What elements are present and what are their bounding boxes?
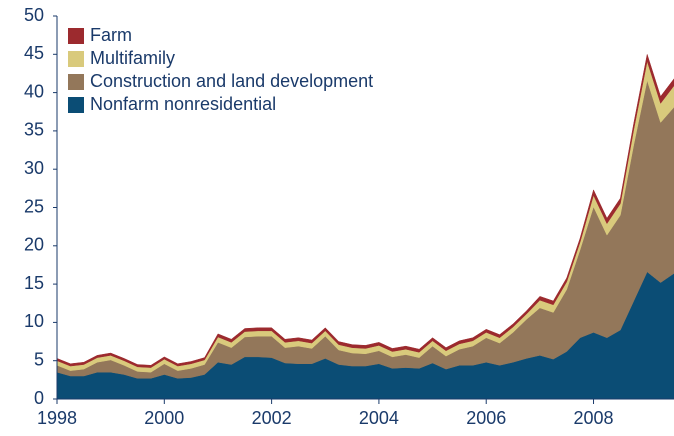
y-tick-label: 0 xyxy=(34,388,44,408)
x-tick-label: 1998 xyxy=(37,408,77,428)
y-tick-label: 25 xyxy=(24,196,44,216)
legend-label: Farm xyxy=(90,25,132,45)
legend-swatch xyxy=(68,51,84,67)
area xyxy=(56,79,674,379)
y-tick-label: 50 xyxy=(24,5,44,25)
y-tick-label: 20 xyxy=(24,235,44,255)
legend-label: Multifamily xyxy=(90,48,175,68)
x-tick-label: 2004 xyxy=(359,408,399,428)
x-tick-label: 2006 xyxy=(466,408,506,428)
y-tick-label: 10 xyxy=(24,311,44,331)
y-tick-label: 40 xyxy=(24,81,44,101)
legend-swatch xyxy=(68,28,84,44)
legend-swatch xyxy=(68,97,84,113)
y-tick-label: 35 xyxy=(24,120,44,140)
area xyxy=(56,54,674,368)
x-tick-label: 2008 xyxy=(573,408,613,428)
legend-swatch xyxy=(68,74,84,90)
x-tick-label: 2002 xyxy=(252,408,292,428)
x-tick-label: 2000 xyxy=(144,408,184,428)
legend-label: Construction and land development xyxy=(90,71,373,91)
y-tick-label: 30 xyxy=(24,158,44,178)
legend-label: Nonfarm nonresidential xyxy=(90,94,276,114)
y-tick-label: 45 xyxy=(24,43,44,63)
y-tick-label: 15 xyxy=(24,273,44,293)
y-tick-label: 5 xyxy=(34,349,44,369)
